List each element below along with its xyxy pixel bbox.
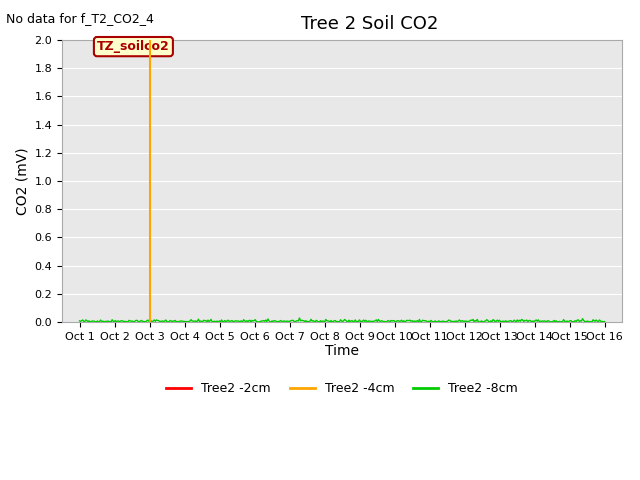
Text: No data for f_T2_CO2_4: No data for f_T2_CO2_4: [6, 12, 154, 25]
X-axis label: Time: Time: [325, 345, 359, 359]
Title: Tree 2 Soil CO2: Tree 2 Soil CO2: [301, 15, 439, 33]
Y-axis label: CO2 (mV): CO2 (mV): [15, 147, 29, 215]
Legend: Tree2 -2cm, Tree2 -4cm, Tree2 -8cm: Tree2 -2cm, Tree2 -4cm, Tree2 -8cm: [161, 377, 523, 400]
Text: TZ_soilco2: TZ_soilco2: [97, 40, 170, 53]
